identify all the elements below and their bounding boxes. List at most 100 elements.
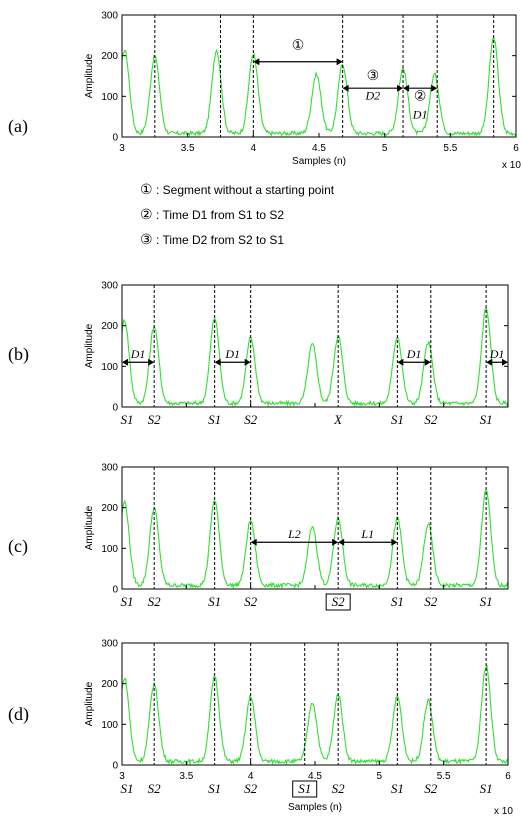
sound-label: S2 xyxy=(424,594,438,609)
legend-text-3: : Time D2 from S2 to S1 xyxy=(156,233,284,247)
interval-label: ③ xyxy=(367,69,380,84)
y-tick-label: 0 xyxy=(112,403,118,414)
signal-series xyxy=(121,34,517,137)
y-axis-label: Amplitude xyxy=(84,681,95,726)
legend-item-1: ① : Segment without a starting point xyxy=(140,183,335,198)
plot-frame xyxy=(121,466,509,590)
sound-label: S2 xyxy=(332,594,346,609)
y-tick-label: 200 xyxy=(101,321,118,332)
arrowhead-left xyxy=(403,84,410,92)
legend-symbol-2: ② xyxy=(140,208,153,223)
y-tick-label: 100 xyxy=(101,720,118,731)
x-tick-label: 5.5 xyxy=(443,143,457,154)
plot-frame xyxy=(121,284,509,408)
panel-label: (a) xyxy=(8,116,28,137)
arrowhead-left xyxy=(253,58,260,66)
y-axis-label: Amplitude xyxy=(84,53,95,98)
arrowhead-right xyxy=(244,358,251,366)
sound-label: S2 xyxy=(244,412,258,427)
interval-label: ② xyxy=(414,89,427,104)
interval-label: D1 xyxy=(224,347,240,361)
panel-label: (b) xyxy=(8,344,29,365)
plot-frame xyxy=(121,14,517,138)
sound-label: S2 xyxy=(244,594,258,609)
annotation-label: D1 xyxy=(412,108,428,122)
signal-series xyxy=(121,306,509,408)
y-tick-label: 100 xyxy=(101,362,118,373)
y-tick-label: 300 xyxy=(101,11,118,22)
x-tick-label: 3 xyxy=(119,143,125,154)
signal-series xyxy=(121,490,509,590)
sound-label: S1 xyxy=(391,594,404,609)
x-tick-label: 4 xyxy=(251,143,257,154)
legend-text-2: : Time D1 from S1 to S2 xyxy=(156,208,284,222)
arrowhead-left xyxy=(250,538,257,546)
highlight-box xyxy=(325,593,351,611)
sound-label: X xyxy=(333,412,343,427)
legend-item-2: ② : Time D1 from S1 to S2 xyxy=(140,208,284,223)
y-tick-label: 300 xyxy=(101,639,118,650)
legend: ① : Segment without a starting point ② :… xyxy=(140,183,335,248)
y-tick-label: 0 xyxy=(112,133,118,144)
sound-label: S1 xyxy=(208,781,221,796)
interval-label: D1 xyxy=(489,347,505,361)
arrowhead-right xyxy=(336,58,343,66)
y-tick-label: 0 xyxy=(112,761,118,772)
arrowhead-left xyxy=(397,358,404,366)
panel-label: (d) xyxy=(8,704,29,725)
x-tick-label: 4 xyxy=(248,771,254,782)
sound-label: S1 xyxy=(480,412,493,427)
sound-label: S2 xyxy=(148,781,162,796)
interval-label: L1 xyxy=(360,527,374,541)
x-tick-label: 3 xyxy=(119,771,125,782)
highlight-box xyxy=(292,780,318,798)
x-tick-label: 4.5 xyxy=(312,143,326,154)
y-axis-label: Amplitude xyxy=(84,505,95,550)
chart-panel-3: (c) 0 100 200 300 Amplitude L2 L1 S1 S2 S1 S2 S2 S1 S2… xyxy=(8,463,509,611)
y-tick-label: 300 xyxy=(101,281,118,292)
arrowhead-right xyxy=(391,538,398,546)
sound-label: S2 xyxy=(148,594,162,609)
arrowhead-right xyxy=(332,538,339,546)
sound-label: S2 xyxy=(148,412,162,427)
x-tick-label: 5 xyxy=(377,771,383,782)
sound-label: S1 xyxy=(121,781,134,796)
x-tick-label: 6 xyxy=(513,143,519,154)
interval-label: D1 xyxy=(130,347,146,361)
x-tick-label: 6 xyxy=(505,771,511,782)
sound-label: S1 xyxy=(480,594,493,609)
chart-panel-2: (b) 0 100 200 300 Amplitude D1 D1 D1 D1 S1 S2 S1 S2 X S… xyxy=(8,281,509,427)
panel-label: (c) xyxy=(8,536,28,557)
signal-series xyxy=(121,664,509,766)
x-tick-label: 4.5 xyxy=(308,771,322,782)
sound-label: S1 xyxy=(208,412,221,427)
legend-item-3: ③ : Time D2 from S2 to S1 xyxy=(140,233,284,248)
sound-label: S1 xyxy=(208,594,221,609)
sound-label: S1 xyxy=(121,594,134,609)
arrowhead-right xyxy=(431,84,438,92)
arrowhead-left xyxy=(338,538,345,546)
x-tick-label: 3.5 xyxy=(179,771,193,782)
annotation-label: D2 xyxy=(365,89,381,103)
x-axis-exponent: x 10 xyxy=(494,806,513,817)
sound-label: S2 xyxy=(424,412,438,427)
arrowhead-right xyxy=(502,358,508,366)
interval-label: L2 xyxy=(287,527,301,541)
y-axis-label: Amplitude xyxy=(84,323,95,368)
arrowhead-right xyxy=(424,358,431,366)
arrowhead-left xyxy=(486,358,493,366)
sound-label: S1 xyxy=(391,412,404,427)
x-tick-label: 3.5 xyxy=(181,143,195,154)
sound-label: S1 xyxy=(391,781,404,796)
arrowhead-left xyxy=(214,358,221,366)
sound-label: S2 xyxy=(332,781,346,796)
plot-frame xyxy=(121,642,509,766)
y-tick-label: 200 xyxy=(101,503,118,514)
legend-text-1: : Segment without a starting point xyxy=(156,183,335,197)
x-axis-label: Samples (n) xyxy=(292,156,346,167)
y-tick-label: 100 xyxy=(101,544,118,555)
sound-label: S2 xyxy=(244,781,258,796)
x-axis-exponent: x 10 xyxy=(502,160,521,171)
y-tick-label: 200 xyxy=(101,51,118,62)
